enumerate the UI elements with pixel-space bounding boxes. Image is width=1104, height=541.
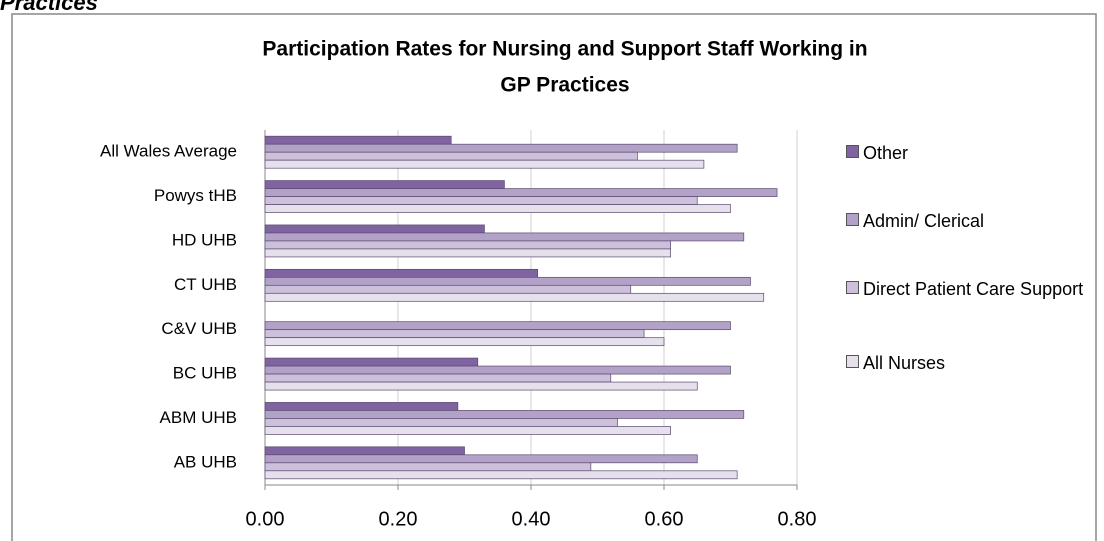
y-tick-label: All Wales Average <box>100 142 237 161</box>
bar <box>264 188 778 197</box>
legend-swatch <box>846 145 859 158</box>
bar <box>264 268 538 278</box>
legend-label: Direct Patient Care Support <box>863 279 1084 299</box>
bar <box>264 321 731 331</box>
bar <box>264 151 638 161</box>
bar <box>264 373 612 383</box>
bar <box>264 402 459 411</box>
bar <box>264 232 745 242</box>
legend-swatch <box>846 213 859 226</box>
legend-label: Admin/ Clerical <box>863 211 985 231</box>
y-tick-label: CT UHB <box>174 275 237 294</box>
y-tick-label: Powys tHB <box>154 186 237 205</box>
legend-item: Other <box>846 140 1088 166</box>
bar <box>264 410 745 419</box>
bar <box>264 292 765 302</box>
x-tick-label: 0.80 <box>778 508 817 530</box>
legend-label: Other <box>863 143 909 163</box>
bar <box>264 159 705 169</box>
bar <box>264 446 465 456</box>
bar <box>264 276 751 286</box>
bar <box>264 204 731 213</box>
bar <box>264 470 738 480</box>
legend-item: Admin/ Clerical <box>846 208 1088 234</box>
bar <box>264 337 665 347</box>
x-tick-label: 0.60 <box>645 508 684 530</box>
x-tick-label: 0.40 <box>512 508 551 530</box>
bar <box>264 462 592 472</box>
bar <box>264 426 671 435</box>
x-tick-label: 0.00 <box>246 508 285 530</box>
y-tick-label: BC UHB <box>173 364 237 383</box>
legend-label: All Nurses <box>863 353 946 373</box>
y-tick-label: HD UHB <box>172 230 237 249</box>
y-tick-label: ABM UHB <box>160 408 237 427</box>
legend-swatch <box>846 355 859 368</box>
x-tick-label: 0.20 <box>379 508 418 530</box>
bar <box>264 365 731 375</box>
legend-item: Direct Patient Care Support <box>846 276 1088 302</box>
bar <box>264 143 738 153</box>
bar <box>264 180 505 189</box>
bar <box>264 381 698 391</box>
chart-title: GP Practices <box>500 74 629 97</box>
legend-item: All Nurses <box>846 350 1088 376</box>
bar <box>264 248 671 258</box>
bar <box>264 454 698 464</box>
bar <box>264 329 645 339</box>
chart-border <box>11 13 1097 541</box>
page-heading: Practices <box>0 0 98 15</box>
bar <box>264 240 671 250</box>
bar <box>264 224 485 234</box>
bar <box>264 357 479 367</box>
chart-title: Participation Rates for Nursing and Supp… <box>262 38 867 61</box>
legend-swatch <box>846 281 859 294</box>
bar <box>264 135 452 145</box>
bar <box>264 418 618 427</box>
bar <box>264 196 698 205</box>
y-tick-label: C&V UHB <box>161 319 237 338</box>
bar <box>264 284 632 294</box>
y-tick-label: AB UHB <box>174 452 237 471</box>
